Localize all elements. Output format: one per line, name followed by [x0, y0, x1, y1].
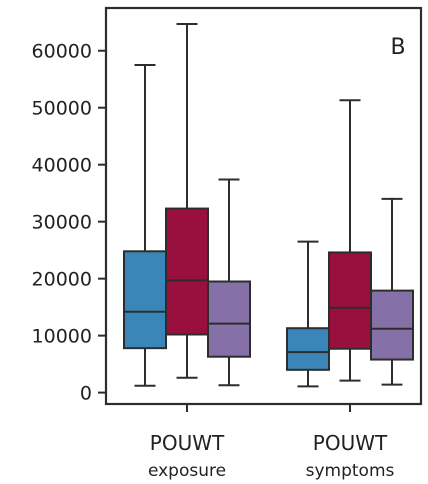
box-iqr [370, 289, 414, 361]
y-axis-ticks: 0 10000 20000 30000 40000 50000 60000 [32, 41, 106, 405]
box-iqr [207, 280, 251, 358]
y-tick-label: 20000 [32, 269, 92, 291]
box-group [370, 197, 414, 386]
x-axis-ticks: POUWT exposure POUWT symptoms [148, 404, 395, 481]
x-tick-label: POUWT [313, 431, 388, 455]
y-tick-label: 0 [80, 383, 92, 405]
box-plot-series [123, 22, 414, 388]
x-tick-sublabel: exposure [148, 461, 226, 481]
y-tick-label: 60000 [32, 41, 92, 63]
box-iqr [165, 207, 209, 336]
box-iqr [286, 327, 330, 371]
box-group [123, 63, 167, 387]
y-tick-label: 30000 [32, 212, 92, 234]
box-group [286, 240, 330, 388]
x-tick-sublabel: symptoms [306, 461, 395, 481]
box-group [328, 99, 372, 382]
panel-label: B [390, 35, 405, 60]
box-group [207, 178, 251, 387]
plot-frame [104, 6, 423, 406]
y-tick-label: 40000 [32, 155, 92, 177]
box-iqr [328, 251, 372, 350]
y-tick-label: 50000 [32, 98, 92, 120]
box-iqr [123, 250, 167, 350]
y-tick-label: 10000 [32, 326, 92, 348]
x-tick-label: POUWT [150, 431, 225, 455]
box-group [165, 22, 209, 379]
